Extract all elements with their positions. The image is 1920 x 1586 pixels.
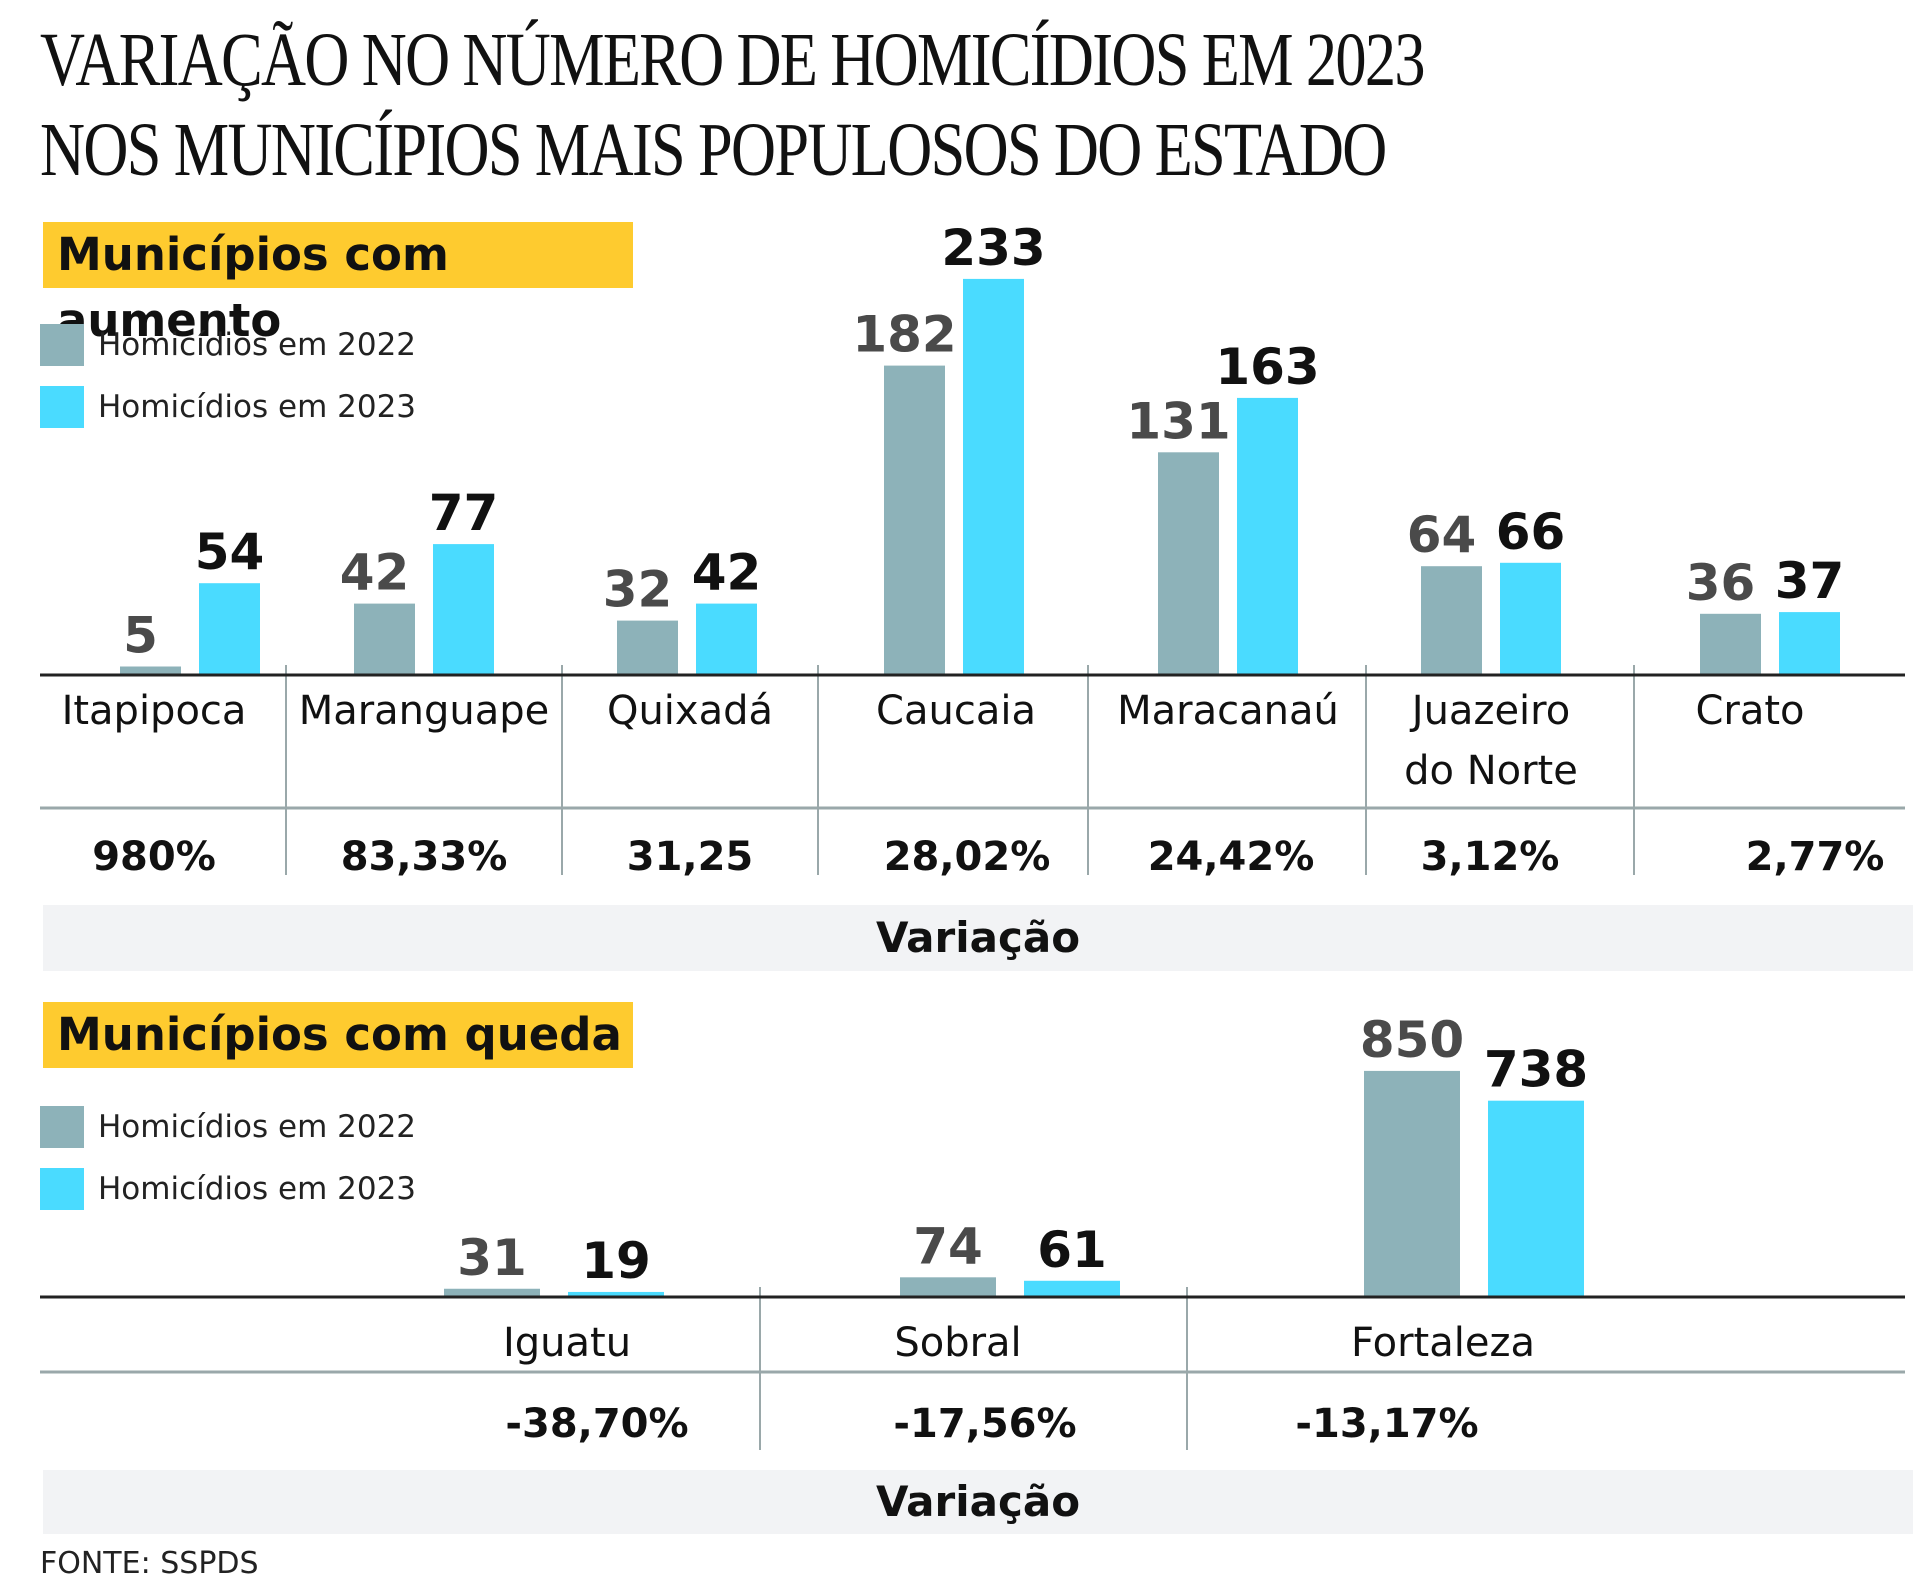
variation-value-iguatu: -38,70%: [505, 1401, 688, 1447]
category-label-juazeiro-do-norte: Juazeiro: [1409, 688, 1570, 734]
variation-value-maracanau: 24,42%: [1148, 834, 1315, 880]
category-label-itapipoca: Itapipoca: [62, 688, 247, 734]
legend-swatch-2022: [40, 324, 84, 366]
bar-2022-itapipoca: [120, 666, 181, 675]
data-label-2023-maranguape: 77: [429, 484, 499, 542]
bar-2022-fortaleza: [1364, 1070, 1460, 1297]
variation-value-fortaleza: -13,17%: [1295, 1401, 1478, 1447]
bar-2023-iguatu: [568, 1291, 664, 1297]
data-label-2022-crato: 36: [1686, 554, 1756, 612]
bar-2022-maranguape: [354, 603, 415, 675]
data-label-2022-iguatu: 31: [457, 1229, 527, 1287]
bar-2023-maranguape: [433, 544, 494, 675]
data-label-2023-juazeiro-do-norte: 66: [1496, 503, 1566, 561]
variation-value-juazeiro-do-norte: 3,12%: [1421, 834, 1560, 880]
variation-value-maranguape: 83,33%: [341, 834, 508, 880]
category-label-maranguape: Maranguape: [299, 688, 550, 734]
data-label-2022-sobral: 74: [913, 1217, 983, 1275]
data-label-2023-itapipoca: 54: [195, 523, 265, 581]
section-tag-decrease: Municípios com queda: [43, 1002, 633, 1068]
variation-value-itapipoca: 980%: [92, 834, 216, 880]
bar-2022-sobral: [900, 1277, 996, 1297]
bar-2022-crato: [1700, 613, 1761, 675]
category-label-iguatu: Iguatu: [503, 1320, 631, 1366]
data-label-2023-sobral: 61: [1037, 1221, 1107, 1279]
bar-2022-quixada: [617, 620, 678, 675]
legend-item-2022: Homicídios em 2022: [40, 322, 416, 368]
data-label-2022-caucaia: 182: [852, 306, 956, 364]
category-label-fortaleza: Fortaleza: [1351, 1320, 1535, 1366]
variation-value-caucaia: 28,02%: [884, 834, 1051, 880]
category-label-quixada: Quixadá: [607, 688, 773, 734]
bar-2023-crato: [1779, 612, 1840, 675]
bar-2023-maracanau: [1237, 397, 1298, 675]
variation-band-decrease: Variação: [43, 1470, 1913, 1534]
legend-label-2022: Homicídios em 2022: [98, 1109, 417, 1145]
bar-2022-juazeiro-do-norte: [1421, 566, 1482, 675]
variation-band-increase: Variação: [43, 905, 1913, 971]
bar-2022-iguatu: [444, 1288, 540, 1297]
data-label-2023-crato: 37: [1775, 552, 1845, 610]
bar-2023-quixada: [696, 603, 757, 675]
chart-title-line-2: NOS MUNICÍPIOS MAIS POPULOSOS DO ESTADO: [40, 108, 1387, 192]
legend-label-2022: Homicídios em 2022: [98, 327, 417, 363]
legend-swatch-2022: [40, 1106, 84, 1148]
data-label-2023-fortaleza: 738: [1484, 1041, 1588, 1099]
legend-item-2022: Homicídios em 2022: [40, 1104, 416, 1150]
data-label-2022-maranguape: 42: [340, 544, 410, 602]
legend-decrease: Homicídios em 2022 Homicídios em 2023: [40, 1104, 416, 1228]
data-label-2022-itapipoca: 5: [123, 607, 158, 665]
category-label-sobral: Sobral: [894, 1320, 1021, 1366]
data-label-2023-caucaia: 233: [941, 219, 1045, 277]
legend-item-2023: Homicídios em 2023: [40, 1166, 416, 1212]
data-label-2022-maracanau: 131: [1126, 392, 1230, 450]
bar-2023-juazeiro-do-norte: [1500, 562, 1561, 675]
legend-increase: Homicídios em 2022 Homicídios em 2023: [40, 322, 416, 446]
variation-value-sobral: -17,56%: [893, 1401, 1076, 1447]
category-label-caucaia: Caucaia: [876, 688, 1036, 734]
data-label-2022-fortaleza: 850: [1360, 1011, 1464, 1069]
section-tag-increase: Municípios com aumento: [43, 222, 633, 347]
legend-label-2023: Homicídios em 2023: [98, 389, 417, 425]
category-label-maracanau: Maracanaú: [1117, 688, 1339, 734]
bar-2023-sobral: [1024, 1280, 1120, 1297]
data-label-2023-quixada: 42: [692, 544, 762, 602]
data-label-2022-quixada: 32: [603, 561, 673, 619]
bar-2022-caucaia: [884, 365, 945, 675]
bar-2022-maracanau: [1158, 452, 1219, 675]
legend-swatch-2023: [40, 386, 84, 428]
category-label-juazeiro-do-norte: do Norte: [1404, 748, 1578, 794]
variation-value-quixada: 31,25: [627, 834, 754, 880]
legend-item-2023: Homicídios em 2023: [40, 384, 416, 430]
chart-title-line-1: VARIAÇÃO NO NÚMERO DE HOMICÍDIOS EM 2023: [40, 18, 1426, 102]
legend-swatch-2023: [40, 1168, 84, 1210]
data-label-2023-iguatu: 19: [581, 1232, 651, 1290]
bar-2023-itapipoca: [199, 583, 260, 675]
data-label-2023-maracanau: 163: [1215, 338, 1319, 396]
category-label-crato: Crato: [1695, 688, 1804, 734]
bar-2023-fortaleza: [1488, 1100, 1584, 1297]
variation-value-crato: 2,77%: [1746, 834, 1885, 880]
data-label-2022-juazeiro-do-norte: 64: [1407, 506, 1477, 564]
bar-2023-caucaia: [963, 278, 1024, 675]
legend-label-2023: Homicídios em 2023: [98, 1171, 417, 1207]
source-note: FONTE: SSPDS: [40, 1546, 259, 1581]
